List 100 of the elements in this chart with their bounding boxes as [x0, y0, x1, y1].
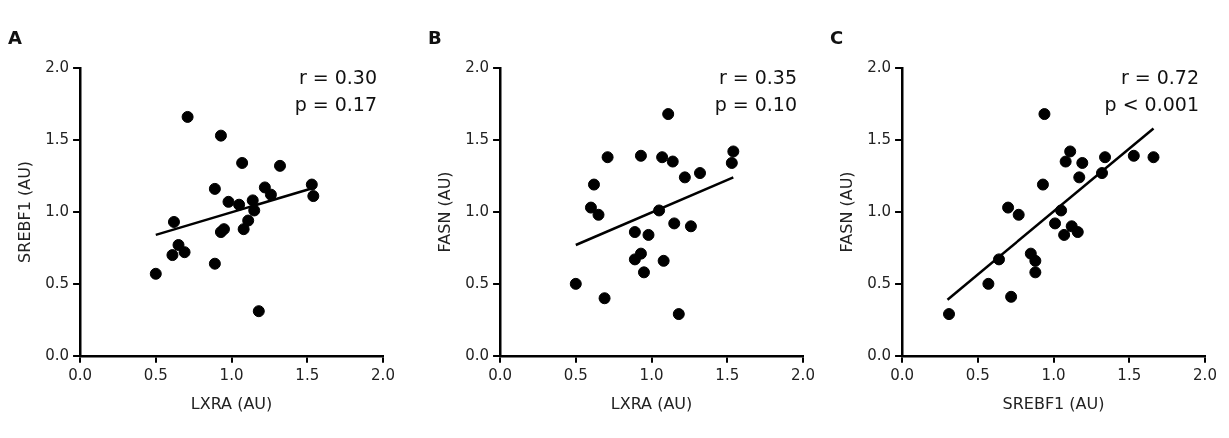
point: [208, 182, 221, 195]
x-tick-label: 0.0: [890, 365, 914, 384]
y-tick-label: 0.5: [45, 273, 70, 292]
chart-title: A: [8, 26, 22, 48]
point: [592, 208, 605, 221]
point: [1012, 208, 1025, 221]
point: [1076, 156, 1089, 169]
y-tick-label: 1.5: [45, 129, 70, 148]
y-axis-title: FASN (AU): [434, 171, 454, 253]
y-tick-label: 1.0: [867, 201, 892, 220]
point: [943, 308, 956, 321]
annotation: r = 0.35: [718, 66, 797, 89]
point: [252, 305, 265, 318]
point: [258, 181, 271, 194]
point: [1099, 151, 1112, 164]
point: [662, 108, 675, 121]
point: [307, 190, 320, 203]
point: [305, 178, 318, 191]
y-tick-label: 1.0: [465, 201, 490, 220]
point: [1058, 228, 1071, 241]
x-tick-label: 2.0: [1193, 365, 1217, 384]
point: [587, 178, 600, 191]
point: [1059, 155, 1072, 168]
x-tick-label: 0.5: [563, 365, 588, 384]
point: [982, 277, 995, 290]
point: [653, 204, 666, 217]
point: [149, 267, 162, 280]
y-tick-label: 1.5: [465, 129, 490, 148]
y-tick-label: 0.0: [465, 345, 490, 364]
point: [166, 249, 179, 262]
x-tick-label: 0.0: [68, 365, 92, 384]
x-tick-label: 2.0: [371, 365, 395, 384]
point: [598, 292, 611, 305]
point: [678, 171, 691, 184]
y-tick-label: 1.5: [867, 129, 892, 148]
y-axis-title: SREBF1 (AU): [14, 160, 34, 263]
x-axis-title: LXRA (AU): [610, 393, 693, 413]
point: [222, 195, 235, 208]
point: [569, 277, 582, 290]
point: [584, 201, 597, 214]
annotation: p = 0.17: [294, 93, 377, 116]
x-axis-title: SREBF1 (AU): [1002, 393, 1105, 413]
point: [694, 167, 706, 180]
x-axis-title: LXRA (AU): [190, 393, 273, 413]
y-tick-label: 1.0: [45, 201, 70, 220]
point: [1002, 201, 1015, 214]
point: [178, 246, 191, 259]
x-tick-label: 1.5: [295, 365, 320, 384]
x-tick-label: 1.5: [1117, 365, 1142, 384]
point: [274, 159, 286, 172]
point: [1055, 204, 1068, 217]
point: [1096, 167, 1108, 180]
point: [725, 156, 738, 169]
x-tick-label: 0.5: [143, 365, 168, 384]
chart-title: C: [830, 26, 844, 48]
point: [666, 155, 679, 168]
point: [214, 129, 227, 142]
point: [993, 253, 1005, 266]
chart-title: B: [428, 26, 442, 48]
annotation: p = 0.10: [714, 93, 797, 116]
x-tick-label: 1.0: [639, 365, 664, 384]
point: [601, 151, 614, 164]
y-tick-label: 0.5: [867, 273, 892, 292]
point: [657, 254, 670, 267]
point: [642, 228, 655, 241]
point: [672, 308, 685, 321]
point: [628, 253, 641, 266]
point: [1036, 178, 1049, 191]
point: [242, 214, 255, 227]
point: [1147, 151, 1160, 164]
point: [264, 188, 277, 201]
point: [167, 215, 180, 228]
annotation: r = 0.72: [1120, 66, 1199, 89]
point: [236, 156, 249, 169]
y-tick-label: 2.0: [867, 57, 892, 76]
point: [233, 198, 246, 211]
point: [634, 149, 647, 162]
point: [1064, 145, 1077, 158]
point: [684, 220, 697, 233]
point: [1073, 171, 1086, 184]
point: [1071, 226, 1084, 239]
point: [208, 257, 221, 270]
point: [656, 151, 669, 164]
point: [1038, 108, 1051, 121]
point: [727, 145, 740, 158]
point: [668, 217, 681, 230]
x-tick-label: 1.5: [715, 365, 740, 384]
annotation: r = 0.30: [298, 66, 377, 89]
point: [248, 204, 261, 217]
y-axis-title: FASN (AU): [836, 171, 856, 253]
x-tick-label: 2.0: [791, 365, 815, 384]
y-tick-label: 0.0: [45, 345, 70, 364]
point: [637, 266, 650, 279]
x-tick-label: 0.5: [965, 365, 990, 384]
y-tick-label: 0.0: [867, 345, 892, 364]
point: [246, 194, 259, 207]
x-tick-label: 1.0: [1041, 365, 1066, 384]
point: [628, 226, 641, 239]
point: [1029, 266, 1042, 279]
x-tick-label: 1.0: [219, 365, 244, 384]
